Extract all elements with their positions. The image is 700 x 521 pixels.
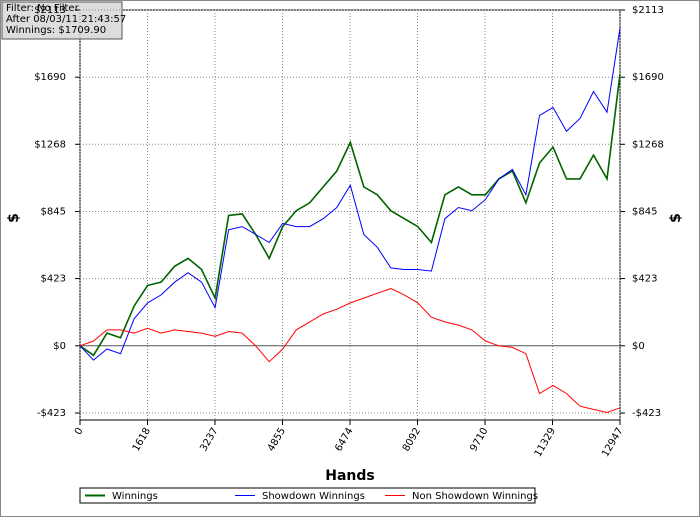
x-axis-label: Hands <box>325 468 375 484</box>
legend-label: Winnings <box>112 491 158 502</box>
y2-axis-label: $ <box>668 213 684 223</box>
info-text: After 08/03/11 21:43:57 <box>6 14 126 25</box>
info-box <box>1 1 123 40</box>
y2-tick-label: -$423 <box>632 408 661 419</box>
y2-tick-label: $2113 <box>632 5 664 16</box>
y-tick-label: $0 <box>53 341 66 352</box>
legend-label: Non Showdown Winnings <box>412 491 538 502</box>
series-line <box>79 27 621 361</box>
y2-tick-label: $1690 <box>632 72 664 83</box>
y-tick-label: $2113 <box>34 5 66 16</box>
y-tick-label: $423 <box>41 274 66 285</box>
y-axis-label: $ <box>6 213 22 223</box>
series-line <box>79 73 621 357</box>
y2-tick-label: $1268 <box>632 139 664 150</box>
series-line <box>79 288 621 414</box>
legend-label: Showdown Winnings <box>262 491 365 502</box>
y2-tick-label: $423 <box>632 274 657 285</box>
y-tick-label: -$423 <box>37 408 66 419</box>
y-tick-label: $1690 <box>34 72 66 83</box>
y2-tick-label: $0 <box>632 341 645 352</box>
info-text: Winnings: $1709.90 <box>6 25 106 36</box>
x-tick-label: 0 <box>73 426 86 437</box>
y-tick-label: $845 <box>41 207 66 218</box>
info-text: Filter: No Filter <box>6 3 80 14</box>
legend <box>79 487 536 504</box>
y-tick-label: $1268 <box>34 139 66 150</box>
y2-tick-label: $845 <box>632 207 657 218</box>
